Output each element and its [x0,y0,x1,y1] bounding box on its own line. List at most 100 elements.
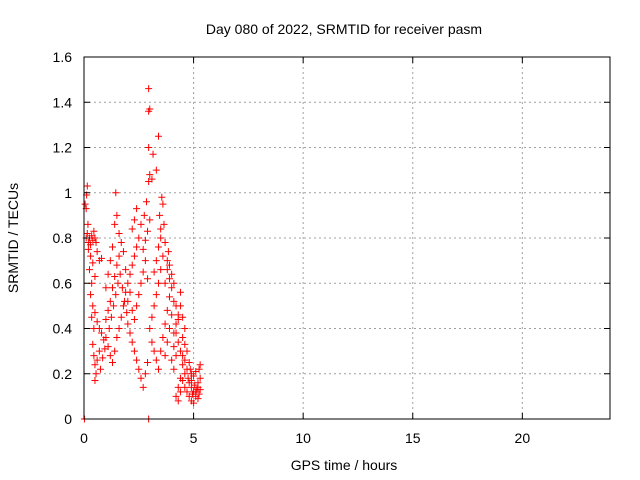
data-point [190,399,198,407]
data-point [117,313,125,321]
data-point [170,365,178,373]
data-point [128,338,136,346]
data-point [163,266,171,274]
data-point [146,105,154,113]
data-point [148,313,156,321]
data-point [111,272,119,280]
y-tick-label: 0.8 [53,230,73,246]
data-point [196,374,204,382]
data-point [159,200,167,208]
data-point [106,257,114,265]
data-point [188,390,196,398]
data-point [165,275,173,283]
data-point [133,356,141,364]
data-point [181,340,189,348]
data-point [161,352,169,360]
data-point [106,352,114,360]
y-tick-labels: 0 0.2 0.4 0.6 0.8 1 1.2 1.4 1.6 [53,49,73,427]
data-point [186,365,194,373]
data-point [115,252,123,260]
data-point [91,309,99,317]
data-point [115,325,123,332]
data-point [155,365,163,373]
data-point [172,320,180,328]
data-point [104,343,112,351]
data-point [91,377,99,385]
data-point [157,347,165,355]
data-points [80,85,204,423]
data-point [122,266,130,274]
x-tick-label: 15 [405,430,421,446]
data-point [118,284,126,292]
data-point [176,388,184,396]
data-point [146,216,154,224]
data-point [135,365,143,373]
data-point [168,356,176,364]
data-point [191,381,199,389]
data-point [128,225,136,233]
data-point [89,340,97,348]
data-point [96,365,104,373]
data-point [139,268,147,276]
data-point [144,275,152,283]
data-point [111,220,119,228]
data-point [196,386,204,394]
data-point [141,236,149,244]
data-point [90,352,98,360]
data-point [133,302,141,310]
data-point [146,171,154,179]
data-point [83,229,91,237]
data-point [85,266,93,274]
data-point [160,220,168,228]
data-point [148,338,156,346]
data-point [133,243,141,251]
data-point [108,284,116,292]
y-tick-label: 1.2 [53,140,73,156]
data-point [110,302,118,310]
data-point [183,347,191,355]
data-point [196,361,204,369]
data-point [144,227,152,235]
data-point [181,383,189,391]
data-point [146,325,154,332]
data-point [190,372,198,380]
data-point [150,268,158,276]
data-point [98,329,106,337]
data-point [174,338,182,346]
data-point [159,252,167,260]
data-point [130,216,138,224]
data-point [150,302,158,310]
x-tick-labels: 0 5 10 15 20 [80,430,530,446]
data-point [181,325,189,332]
data-point [98,254,106,262]
data-point [152,257,160,265]
data-point [90,325,98,332]
data-point [130,315,138,323]
data-point [84,220,92,228]
data-point [114,279,122,287]
data-point [92,370,100,378]
data-point [105,325,113,332]
data-point [176,288,184,296]
data-point [165,325,173,332]
y-tick-label: 1 [64,185,72,201]
data-point [168,284,176,292]
x-tick-label: 0 [80,430,88,446]
data-point [130,252,138,260]
data-point [106,297,114,305]
data-point [161,239,169,247]
data-point [152,356,160,364]
data-point [93,318,101,326]
data-point [107,313,115,321]
data-point [155,243,163,251]
data-point [145,144,153,151]
axis-ticks [83,56,610,420]
data-point [148,175,156,183]
data-point [124,279,132,287]
data-point [156,211,164,219]
data-point [195,390,203,398]
data-point [139,383,147,391]
data-point [113,261,121,269]
data-point [93,356,101,364]
data-point [102,284,110,292]
